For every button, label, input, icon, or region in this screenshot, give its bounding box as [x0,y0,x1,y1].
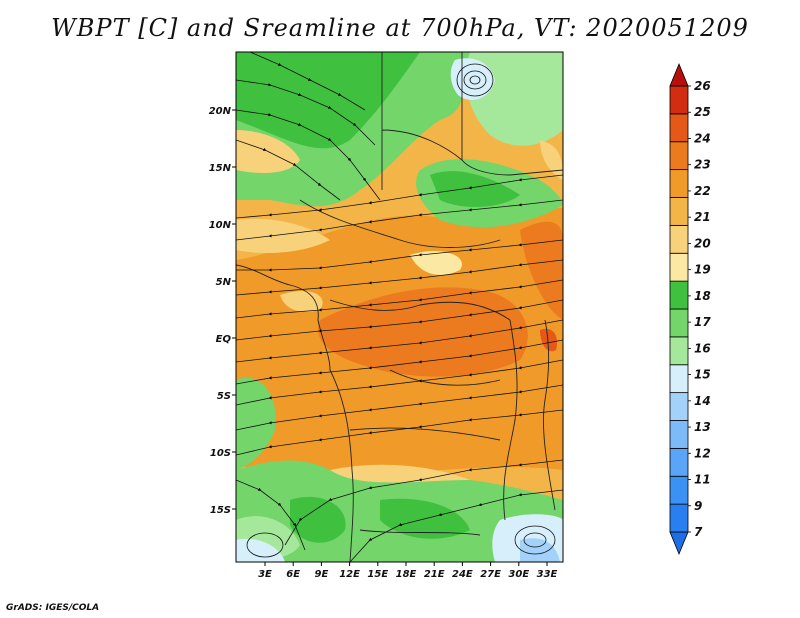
lat-tick-label: 10N [209,220,232,231]
wbpt-field [236,52,563,562]
colorbar-label: 17 [694,315,711,329]
lon-tick-label: 27E [480,569,501,580]
lat-tick-label: 20N [209,106,232,117]
colorbar-swatch [669,169,689,198]
lat-tick-label: 15S [210,505,231,516]
lon-tick-label: 18E [396,569,417,580]
colorbar: 7 9 11 12 13 14 15 16 17 18 19 20 21 22 23 24 25 26 [669,62,711,556]
colorbar-label: 13 [694,420,711,434]
colorbar-label: 22 [694,184,711,198]
lon-tick-label: 33E [537,569,558,580]
lon-tick-label: 24E [452,569,473,580]
colorbar-label: 12 [694,446,711,460]
lon-tick-label: 30E [508,569,529,580]
colorbar-swatch [669,420,689,449]
colorbar-swatch [669,197,689,226]
colorbar-swatch [669,392,689,421]
lat-tick-label: EQ [216,334,232,345]
colorbar-min-arrow [669,531,689,556]
colorbar-swatch [669,308,689,338]
credit-label: GrADS: IGES/COLA [6,603,100,613]
colorbar-label: 16 [694,341,711,355]
lon-tick-label: 9E [315,569,329,580]
latitude-axis: 20N 15N 10N 5N EQ 5S 10S 15S [209,106,236,516]
colorbar-label: 20 [694,236,711,250]
colorbar-label: 21 [694,210,711,224]
colorbar-swatch [669,141,689,171]
colorbar-label: 23 [694,158,711,172]
lon-tick-label: 12E [339,569,360,580]
colorbar-label: 7 [694,525,703,539]
lat-tick-label: 15N [209,163,232,174]
lat-tick-label: 5N [216,277,232,288]
colorbar-swatch [669,85,689,115]
lon-tick-label: 21E [424,569,445,580]
lon-tick-label: 6E [286,569,300,580]
colorbar-swatch [669,336,689,366]
colorbar-label: 11 [694,473,711,487]
colorbar-swatch [669,475,689,505]
colorbar-label: 26 [694,79,711,93]
colorbar-swatch [669,113,689,143]
map-frame [235,51,564,563]
colorbar-swatch [669,280,689,310]
lon-tick-label: 3E [258,569,272,580]
colorbar-label: 18 [694,289,711,303]
longitude-axis: 3E 6E 9E 12E 15E 18E 21E 24E 27E 30E 33E [258,562,558,580]
colorbar-max-arrow [669,62,689,87]
colorbar-swatch [669,447,689,477]
colorbar-label: 9 [694,499,702,513]
colorbar-label: 15 [694,368,711,382]
colorbar-label: 19 [694,263,711,277]
colorbar-swatch [669,503,689,533]
colorbar-label: 24 [694,131,711,145]
chart-title: WBPT [C] and Sreamline at 700hPa, VT: 20… [51,14,749,42]
lat-tick-label: 5S [217,391,231,402]
lat-tick-label: 10S [210,448,231,459]
colorbar-swatch [669,364,689,394]
colorbar-swatch [669,252,689,282]
colorbar-swatch [669,224,689,254]
colorbar-label: 25 [694,105,711,119]
colorbar-label: 14 [694,394,711,408]
lon-tick-label: 15E [367,569,388,580]
